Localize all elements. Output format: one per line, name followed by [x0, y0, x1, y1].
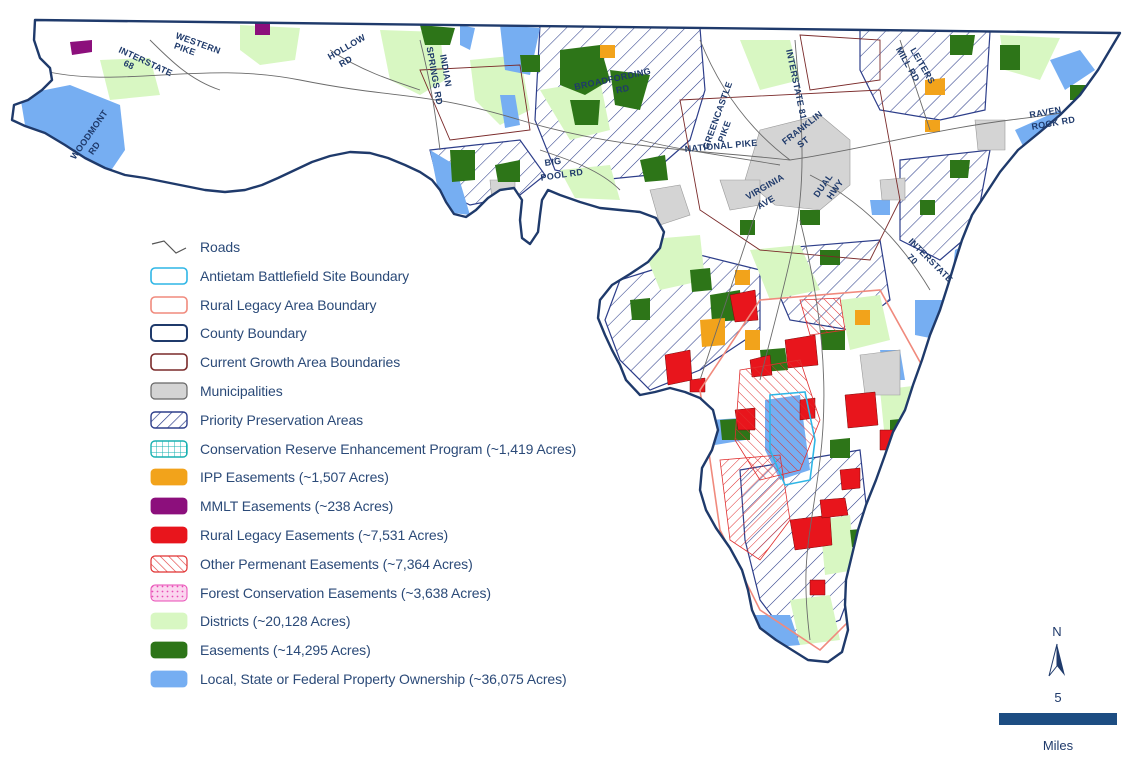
legend-item-growth: Current Growth Area Boundaries: [150, 351, 400, 373]
scale-bar: 5 Miles: [999, 690, 1117, 754]
legend-label: Antietam Battlefield Site Boundary: [200, 267, 410, 284]
forest-swatch: [150, 584, 188, 602]
legend-item-county: County Boundary: [150, 322, 307, 344]
priority-swatch: [150, 411, 188, 429]
legend-label: Local, State or Federal Property Ownersh…: [200, 671, 567, 687]
ipp-swatch: [150, 468, 188, 486]
legend-label: Roads: [200, 239, 240, 255]
easements-swatch: [150, 641, 188, 659]
growth-area-boundaries: [419, 34, 901, 261]
other-permanent-easements: [719, 297, 846, 561]
mmlt-swatch: [150, 497, 188, 515]
legend-item-municipalities: Municipalities: [150, 380, 283, 402]
county-swatch: [150, 324, 188, 343]
legend-label: Priority Preservation Areas: [200, 411, 364, 428]
legend-label: Municipalities: [200, 383, 283, 399]
legend-item-rural-legacy: Rural Legacy Easements (~7,531 Acres): [150, 524, 448, 546]
legend-item-antietam: Antietam Battlefield Site Boundary: [150, 265, 409, 287]
legend-label: Rural Legacy Area Boundary: [200, 296, 377, 313]
legend-label: Forest Conservation Easements (~3,638 Ac…: [200, 584, 491, 601]
rural-legacy-area-swatch: [150, 295, 188, 314]
crep-swatch: [150, 439, 188, 458]
scale-value: 5: [1054, 690, 1062, 705]
municipalities-swatch: [150, 382, 188, 400]
districts-swatch: [150, 612, 188, 630]
legend-item-crep: Conservation Reserve Enhancement Program…: [150, 438, 576, 460]
legend-label: Other Permenant Easements (~7,364 Acres): [200, 555, 473, 572]
legend-item-priority: Priority Preservation Areas: [150, 409, 363, 431]
legend-item-rural-legacy-area: Rural Legacy Area Boundary: [150, 294, 377, 316]
legend-item-forest: Forest Conservation Easements (~3,638 Ac…: [150, 582, 491, 604]
legend-label: Current Growth Area Boundaries: [200, 354, 401, 371]
north-arrow: N: [1042, 624, 1072, 680]
growth-swatch: [150, 353, 188, 371]
legend-label: County Boundary: [200, 325, 307, 342]
antietam-battlefield: [769, 391, 816, 486]
legend-item-mmlt: MMLT Easements (~238 Acres): [150, 495, 393, 517]
roads: [39, 39, 1111, 641]
legend-item-roads: Roads: [150, 236, 240, 258]
legend-item-easements: Easements (~14,295 Acres): [150, 639, 371, 661]
mmlt-easements: [70, 22, 270, 55]
easements: [420, 25, 1090, 547]
legend-label: Districts (~20,128 Acres): [200, 613, 351, 630]
districts: [100, 25, 1060, 645]
legend-item-districts: Districts (~20,128 Acres): [150, 610, 350, 632]
public-swatch: [150, 670, 188, 688]
legend-item-ipp: IPP Easements (~1,507 Acres): [150, 466, 389, 488]
scale-unit: Miles: [1042, 738, 1074, 753]
legend-label: Conservation Reserve Enhancement Program…: [200, 440, 577, 457]
other-swatch: [150, 555, 188, 573]
legend-item-public: Local, State or Federal Property Ownersh…: [150, 668, 567, 690]
roads-swatch: [150, 238, 188, 256]
legend-label: IPP Easements (~1,507 Acres): [200, 469, 389, 486]
antietam-swatch: [150, 266, 188, 285]
legend-item-other: Other Permenant Easements (~7,364 Acres): [150, 553, 473, 575]
scale-bar-fill: [999, 713, 1117, 725]
north-label: N: [1052, 624, 1062, 639]
legend-label: Easements (~14,295 Acres): [200, 642, 371, 659]
county-boundary: [10, 18, 1122, 664]
legend-label: Rural Legacy Easements (~7,531 Acres): [200, 527, 449, 543]
rural-legacy-swatch: [150, 526, 188, 544]
legend-label: MMLT Easements (~238 Acres): [200, 498, 394, 515]
north-arrow-icon: [1048, 643, 1065, 677]
